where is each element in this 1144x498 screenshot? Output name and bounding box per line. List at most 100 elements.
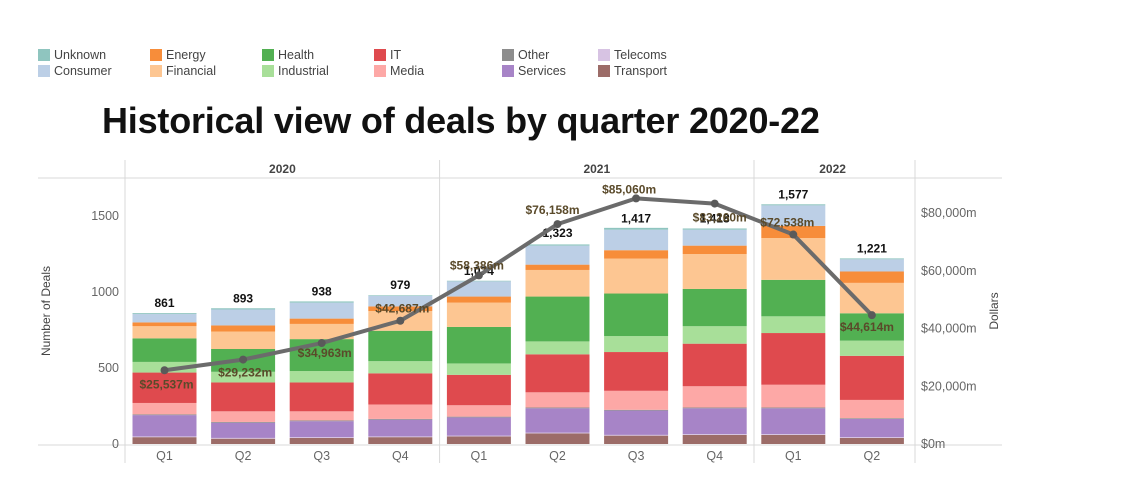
bar-total-label: 1,221 (857, 241, 887, 255)
x-tick-label: Q3 (628, 449, 645, 463)
legend-item-consumer: Consumer (38, 63, 112, 79)
bar-segment-transport (839, 437, 904, 444)
chart-legend: Unknown Consumer Energy Financial Health Indu… (38, 47, 738, 81)
bar-segment-services (132, 415, 197, 437)
bar-segment-energy (682, 245, 747, 254)
bar-segment-services (604, 410, 669, 435)
y-tick-label: 1000 (91, 285, 119, 299)
bar-segment-telecoms (368, 436, 433, 438)
bar-segment-unknown (132, 313, 197, 315)
bar-segment-media (368, 404, 433, 419)
bar-segment-financial (525, 269, 590, 297)
legend-label: Media (390, 64, 425, 78)
legend-item-health: Health (262, 47, 314, 63)
bar-segment-transport (604, 435, 669, 444)
dollar-point (474, 271, 483, 280)
x-tick-label: Q1 (785, 449, 802, 463)
legend-swatch (150, 49, 162, 61)
group-header-2021: 2021 (583, 162, 610, 176)
bar-segment-financial (132, 326, 197, 339)
bar-total-label: 893 (233, 291, 253, 305)
dollar-point (553, 220, 562, 229)
legend-label: Transport (614, 64, 668, 78)
bar-segment-unknown (604, 227, 669, 230)
bar-segment-telecoms (604, 434, 669, 436)
dollar-point (789, 230, 798, 239)
dollar-point (317, 339, 326, 348)
bar-segment-other (604, 409, 669, 411)
x-tick-label: Q4 (392, 449, 409, 463)
bar-segment-health (682, 288, 747, 327)
bar-segment-unknown (761, 204, 826, 206)
bar-segment-unknown (839, 258, 904, 260)
bar-segment-media (446, 405, 511, 417)
x-tick-label: Q2 (864, 449, 881, 463)
bar-segment-media (132, 402, 197, 415)
dollar-label: $72,538m (760, 216, 814, 230)
legend-swatch (374, 65, 386, 77)
bar-segment-financial (604, 258, 669, 294)
dollar-label: $25,537m (139, 377, 193, 391)
bar-segment-financial (839, 282, 904, 314)
bar-segment-consumer (211, 309, 276, 326)
bar-segment-services (525, 408, 590, 433)
legend-swatch (598, 65, 610, 77)
y2-axis-title: Dollars (987, 292, 1001, 329)
bar-segment-services (761, 408, 826, 435)
bar-segment-transport (289, 437, 354, 444)
bar-segment-financial (289, 323, 354, 340)
legend-swatch (502, 49, 514, 61)
bar-total-label: 938 (312, 284, 332, 298)
bar-segment-unknown (368, 295, 433, 296)
bar-segment-health (604, 293, 669, 337)
bar-segment-consumer (839, 259, 904, 272)
legend-swatch (502, 65, 514, 77)
legend-item-transport: Transport (598, 63, 667, 79)
bar-segment-health (525, 296, 590, 342)
bar-segment-consumer (604, 229, 669, 251)
legend-item-telecoms: Telecoms (598, 47, 667, 63)
dollar-label: $29,232m (218, 366, 272, 380)
group-header-2020: 2020 (269, 162, 296, 176)
bar-segment-it (368, 373, 433, 405)
bar-segment-transport (132, 437, 197, 444)
y-axis-title: Number of Deals (39, 266, 53, 356)
bar-segment-health (368, 330, 433, 362)
legend-item-industrial: Industrial (262, 63, 329, 79)
bar-segment-other (525, 407, 590, 409)
bar-segment-industrial (289, 371, 354, 383)
legend-item-financial: Financial (150, 63, 216, 79)
x-tick-label: Q1 (156, 449, 173, 463)
legend-label: Other (518, 48, 550, 62)
bar-segment-services (446, 417, 511, 436)
y-tick-label: 0 (112, 437, 119, 451)
bar-segment-it (839, 355, 904, 400)
bar-segment-other (211, 421, 276, 423)
bar-segment-media (211, 411, 276, 422)
bar-segment-other (368, 418, 433, 420)
bar-total-label: 1,417 (621, 212, 651, 226)
dollar-label: $42,687m (375, 302, 429, 316)
bar-total-label: 1,418 (700, 211, 730, 225)
bar-segment-industrial (368, 361, 433, 374)
bar-segment-consumer (368, 295, 433, 307)
legend-swatch (262, 49, 274, 61)
x-tick-label: Q2 (235, 449, 252, 463)
bar-segment-health (132, 338, 197, 362)
bar-segment-financial (682, 254, 747, 289)
bar-segment-it (761, 333, 826, 385)
x-tick-label: Q2 (549, 449, 566, 463)
bar-segment-energy (839, 271, 904, 283)
legend-label: Telecoms (614, 48, 667, 62)
bar-segment-unknown (446, 280, 511, 282)
bar-segment-industrial (211, 371, 276, 383)
bar-segment-energy (289, 318, 354, 324)
bar-segment-other (839, 418, 904, 419)
bar-total-label: 1,577 (778, 187, 808, 201)
y2-tick-label: $40,000m (921, 322, 977, 336)
bar-segment-industrial (839, 340, 904, 356)
bar-segment-consumer (132, 314, 197, 323)
dollar-point (239, 355, 248, 364)
bar-segment-it (289, 382, 354, 412)
bar-segment-energy (604, 250, 669, 259)
